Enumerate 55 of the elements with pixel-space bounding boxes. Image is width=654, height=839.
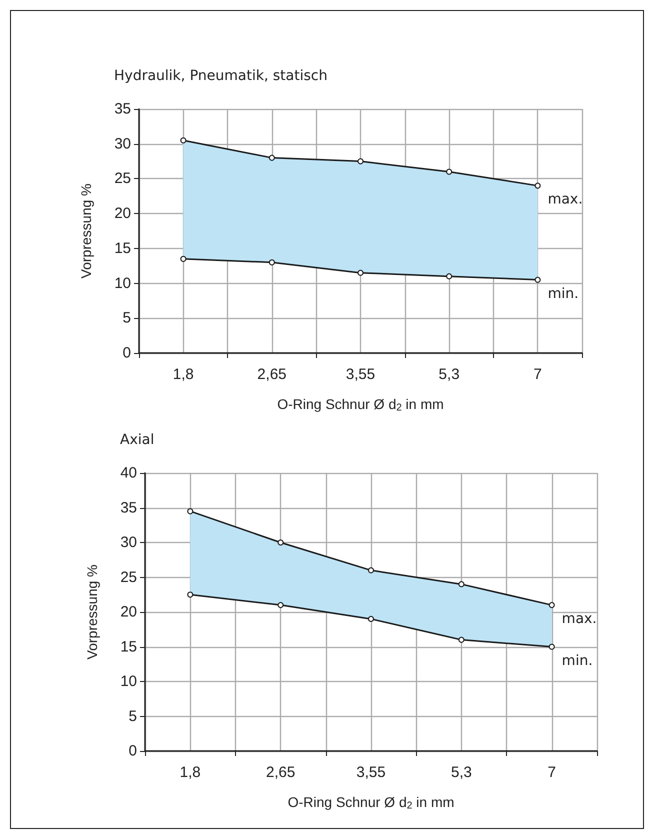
y-tick-label: 0 bbox=[122, 344, 131, 362]
x-tick-label: 5,3 bbox=[438, 366, 460, 383]
point bbox=[358, 270, 364, 276]
y-axis-title: Vorpressung % bbox=[78, 184, 94, 278]
y-tick-label: 35 bbox=[114, 100, 131, 118]
x-tick-label: 2,65 bbox=[266, 764, 296, 781]
series-label: max. bbox=[562, 611, 597, 628]
point bbox=[278, 602, 284, 608]
chart-title: Hydraulik, Pneumatik, statisch bbox=[114, 68, 328, 84]
y-tick-label: 10 bbox=[120, 673, 137, 690]
series-label: min. bbox=[548, 286, 579, 302]
point bbox=[268, 259, 275, 266]
y-tick-label: 30 bbox=[120, 534, 137, 551]
y-axis-title: Vorpressung % bbox=[84, 564, 100, 660]
point bbox=[446, 273, 452, 280]
point bbox=[548, 602, 555, 608]
x-tick-label: 1,8 bbox=[180, 764, 201, 781]
point bbox=[458, 636, 464, 643]
point bbox=[368, 616, 374, 622]
point bbox=[187, 508, 194, 514]
point bbox=[187, 592, 194, 598]
point bbox=[548, 644, 555, 650]
y-tick-label: 5 bbox=[128, 708, 137, 725]
x-tick-label: 1,8 bbox=[172, 366, 194, 383]
x-tick-label: 7 bbox=[548, 764, 556, 781]
x-tick-label: 3,55 bbox=[356, 764, 386, 781]
point bbox=[358, 158, 364, 164]
y-tick-label: 10 bbox=[114, 274, 131, 292]
series-label: max. bbox=[548, 192, 583, 208]
x-tick-label: 7 bbox=[534, 366, 542, 383]
point bbox=[268, 154, 275, 161]
x-tick-label: 3,55 bbox=[346, 366, 376, 383]
y-tick-label: 20 bbox=[120, 604, 137, 620]
point bbox=[180, 256, 186, 262]
y-tick-label: 25 bbox=[114, 170, 131, 188]
y-tick-label: 20 bbox=[114, 205, 131, 222]
point bbox=[534, 182, 541, 189]
y-tick-label: 0 bbox=[128, 742, 137, 760]
y-tick-label: 15 bbox=[114, 240, 131, 257]
point bbox=[534, 276, 541, 283]
y-tick-label: 40 bbox=[120, 464, 137, 482]
y-tick-label: 30 bbox=[114, 135, 131, 152]
y-tick-label: 15 bbox=[120, 638, 137, 656]
y-tick-label: 5 bbox=[122, 310, 131, 327]
x-tick-label: 2,65 bbox=[257, 366, 286, 383]
point bbox=[180, 137, 186, 144]
x-tick-label: 5,3 bbox=[450, 764, 472, 781]
y-tick-label: 25 bbox=[120, 568, 137, 586]
y-tick-label: 35 bbox=[120, 499, 137, 516]
point bbox=[278, 540, 284, 546]
point bbox=[446, 168, 452, 175]
point bbox=[458, 581, 464, 588]
chart-title: Axial bbox=[120, 432, 154, 448]
point bbox=[368, 567, 374, 574]
series-label: min. bbox=[562, 652, 593, 669]
